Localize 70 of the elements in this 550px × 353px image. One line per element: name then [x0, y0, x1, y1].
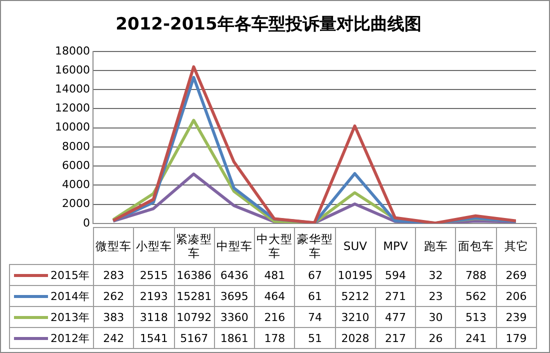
legend-label: 2012年	[10, 328, 94, 348]
legend-label: 2013年	[10, 306, 94, 328]
chart-title: 2012-2015年各车型投诉量对比曲线图	[116, 14, 422, 35]
x-tick-label: 紧凑型车	[174, 228, 214, 264]
data-label: 383	[94, 306, 134, 328]
x-tick-label: 跑车	[416, 228, 456, 264]
data-label: 15281	[174, 286, 214, 306]
data-label: 3118	[134, 306, 174, 328]
data-label: 2193	[134, 286, 174, 306]
y-tick-label: 10000	[55, 120, 90, 134]
x-tick-label: MPV	[375, 228, 416, 264]
data-label: 239	[496, 306, 536, 328]
data-label: 464	[254, 286, 295, 306]
data-label: 271	[375, 286, 416, 306]
data-label: 10195	[335, 264, 376, 286]
data-label: 217	[375, 328, 416, 348]
legend-label: 2015年	[10, 264, 94, 286]
data-label: 74	[294, 306, 336, 328]
data-label: 61	[294, 286, 336, 306]
x-tick-label: 中大型车	[254, 228, 295, 264]
data-label: 5167	[174, 328, 214, 348]
data-label: 51	[294, 328, 336, 348]
data-label: 16386	[174, 264, 214, 286]
y-tick-label: 8000	[62, 140, 90, 153]
data-label: 1541	[134, 328, 174, 348]
data-label: 3360	[214, 306, 255, 328]
y-tick-label: 6000	[62, 158, 90, 172]
data-label: 67	[294, 264, 336, 286]
x-tick-label: 面包车	[456, 228, 496, 264]
y-tick-label: 4000	[62, 178, 90, 192]
data-label: 2515	[134, 264, 174, 286]
x-tick-label: 其它	[496, 228, 536, 264]
data-label: 23	[416, 286, 456, 306]
data-label: 5212	[335, 286, 376, 306]
data-label: 206	[496, 286, 536, 306]
data-label: 178	[254, 328, 295, 348]
data-label: 269	[496, 264, 536, 286]
x-tick-label: 中型车	[214, 228, 255, 264]
data-label: 283	[94, 264, 134, 286]
x-tick-label: 小型车	[134, 228, 174, 264]
data-label: 30	[416, 306, 456, 328]
data-label: 10792	[174, 306, 214, 328]
y-tick-label: 18000	[55, 44, 90, 58]
data-label: 513	[456, 306, 496, 328]
data-label: 788	[456, 264, 496, 286]
data-label: 1861	[214, 328, 255, 348]
data-label: 2028	[335, 328, 376, 348]
data-label: 562	[456, 286, 496, 306]
data-label: 179	[496, 328, 536, 348]
data-label: 477	[375, 306, 416, 328]
data-label: 32	[416, 264, 456, 286]
data-label: 242	[94, 328, 134, 348]
y-tick-label: 12000	[55, 102, 90, 115]
data-label: 262	[94, 286, 134, 306]
y-tick-label: 14000	[55, 82, 90, 96]
x-tick-label: 微型车	[94, 228, 134, 264]
y-tick-label: 0	[83, 216, 90, 230]
data-label: 3210	[335, 306, 376, 328]
x-tick-label: 豪华型车	[294, 228, 336, 264]
data-label: 6436	[214, 264, 255, 286]
legend-label: 2014年	[10, 286, 94, 306]
y-tick-label: 2000	[62, 197, 90, 210]
x-tick-label: SUV	[335, 228, 376, 264]
data-label: 3695	[214, 286, 255, 306]
data-label: 241	[456, 328, 496, 348]
y-tick-label: 16000	[55, 63, 90, 76]
data-label: 26	[416, 328, 456, 348]
data-label: 594	[375, 264, 416, 286]
data-label: 216	[254, 306, 295, 328]
data-label: 481	[254, 264, 295, 286]
